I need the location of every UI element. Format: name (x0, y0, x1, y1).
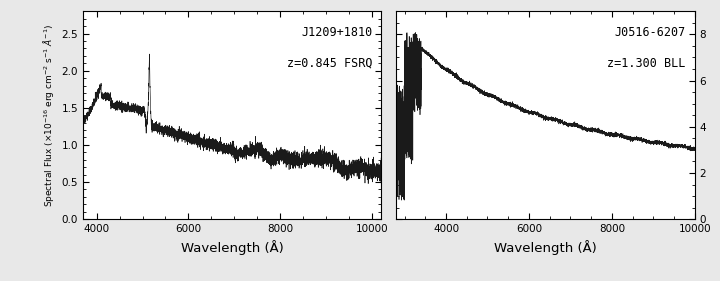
Text: J1209+1810: J1209+1810 (301, 26, 372, 39)
Text: J0516-6207: J0516-6207 (615, 26, 686, 39)
Text: z=1.300 BLL: z=1.300 BLL (608, 57, 686, 70)
Text: z=0.845 FSRQ: z=0.845 FSRQ (287, 57, 372, 70)
X-axis label: Wavelength (Å): Wavelength (Å) (494, 240, 597, 255)
Y-axis label: Spectral Flux ($\times 10^{-16}$ erg cm$^{-2}$ s$^{-1}$ $\AA^{-1}$): Spectral Flux ($\times 10^{-16}$ erg cm$… (41, 24, 55, 207)
X-axis label: Wavelength (Å): Wavelength (Å) (181, 240, 284, 255)
